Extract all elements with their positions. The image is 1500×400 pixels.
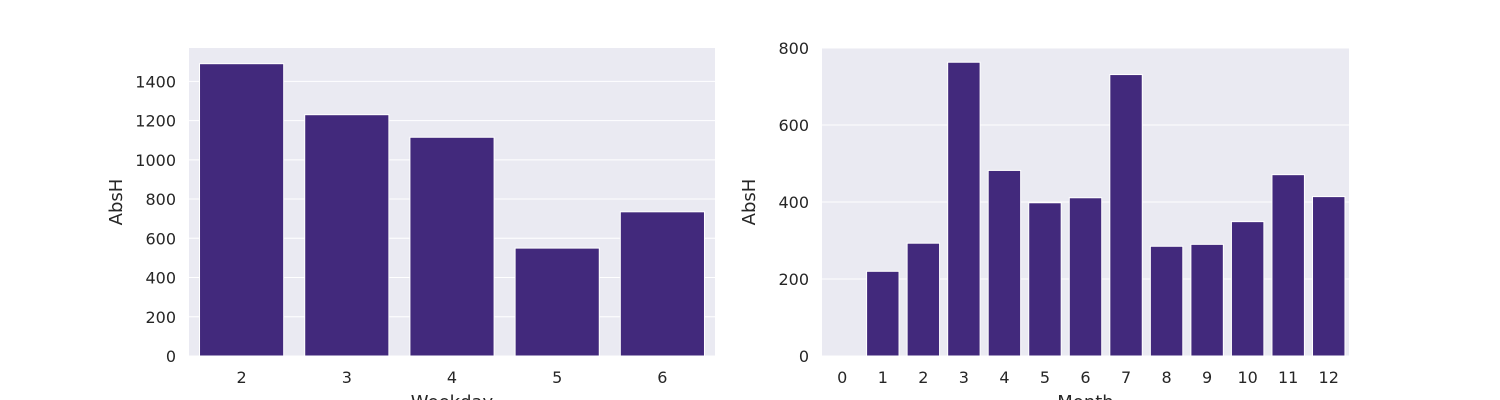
month-xtick-label: 11 <box>1278 368 1298 387</box>
weekday-ytick-label: 400 <box>145 269 176 288</box>
weekday-xtick-label: 2 <box>237 368 247 387</box>
month-bar <box>1230 221 1265 357</box>
month-xtick-label: 0 <box>837 368 847 387</box>
weekday-ytick-label: 0 <box>166 347 176 366</box>
weekday-xtick-label: 4 <box>447 368 457 387</box>
weekday-xtick-label: 6 <box>657 368 667 387</box>
month-bar <box>866 270 900 357</box>
weekday-ytick-label: 600 <box>145 229 176 248</box>
month-bar <box>1190 243 1224 357</box>
weekday-bar <box>409 136 495 357</box>
month-bar <box>987 169 1022 357</box>
month-xtick-label: 1 <box>878 368 888 387</box>
month-ytick-label: 600 <box>778 116 809 135</box>
month-xtick-label: 9 <box>1202 368 1212 387</box>
month-xtick-label: 2 <box>918 368 928 387</box>
month-bar <box>1312 196 1346 357</box>
month-bar <box>906 242 941 357</box>
month-xtick-label: 6 <box>1080 368 1090 387</box>
weekday-ytick-label: 200 <box>145 308 176 327</box>
month-ytick-label: 200 <box>778 270 809 289</box>
month-xtick-label: 10 <box>1237 368 1257 387</box>
month-bar <box>1109 74 1143 357</box>
month-xtick-label: 5 <box>1040 368 1050 387</box>
month-bar <box>1028 202 1062 357</box>
month-xtick-label: 7 <box>1121 368 1131 387</box>
weekday-xtick-label: 5 <box>552 368 562 387</box>
month-chart: 02004006008000123456789101112MonthAbsH <box>739 39 1349 400</box>
weekday-ytick-label: 1200 <box>135 112 176 131</box>
weekday-chart: 0 200 400 600 800 1000 1200 1400 2 3 4 5 6 Weekday Abs… <box>106 48 715 400</box>
month-bar <box>1271 174 1305 357</box>
month-bar <box>947 61 981 357</box>
month-xtick-label: 4 <box>999 368 1009 387</box>
month-ytick-label: 800 <box>778 39 809 58</box>
weekday-xtick-label: 3 <box>342 368 352 387</box>
weekday-ytick-label: 800 <box>145 190 176 209</box>
weekday-bar <box>619 211 705 357</box>
month-x-axis-label: Month <box>1057 392 1113 400</box>
weekday-x-axis-label: Weekday <box>411 392 494 400</box>
month-ytick-label: 400 <box>778 193 809 212</box>
month-ytick-label: 0 <box>799 347 809 366</box>
month-bar <box>1149 245 1184 357</box>
month-y-axis-label: AbsH <box>739 179 760 226</box>
weekday-bar <box>514 247 600 357</box>
weekday-y-axis-label: AbsH <box>106 179 127 226</box>
weekday-ytick-label: 1400 <box>135 72 176 91</box>
month-xtick-label: 8 <box>1161 368 1171 387</box>
weekday-bar <box>304 114 390 357</box>
month-bar <box>1068 197 1103 357</box>
weekday-ytick-label: 1000 <box>135 151 176 170</box>
month-xtick-label: 12 <box>1319 368 1339 387</box>
month-xtick-label: 3 <box>959 368 969 387</box>
weekday-bar <box>199 63 285 357</box>
